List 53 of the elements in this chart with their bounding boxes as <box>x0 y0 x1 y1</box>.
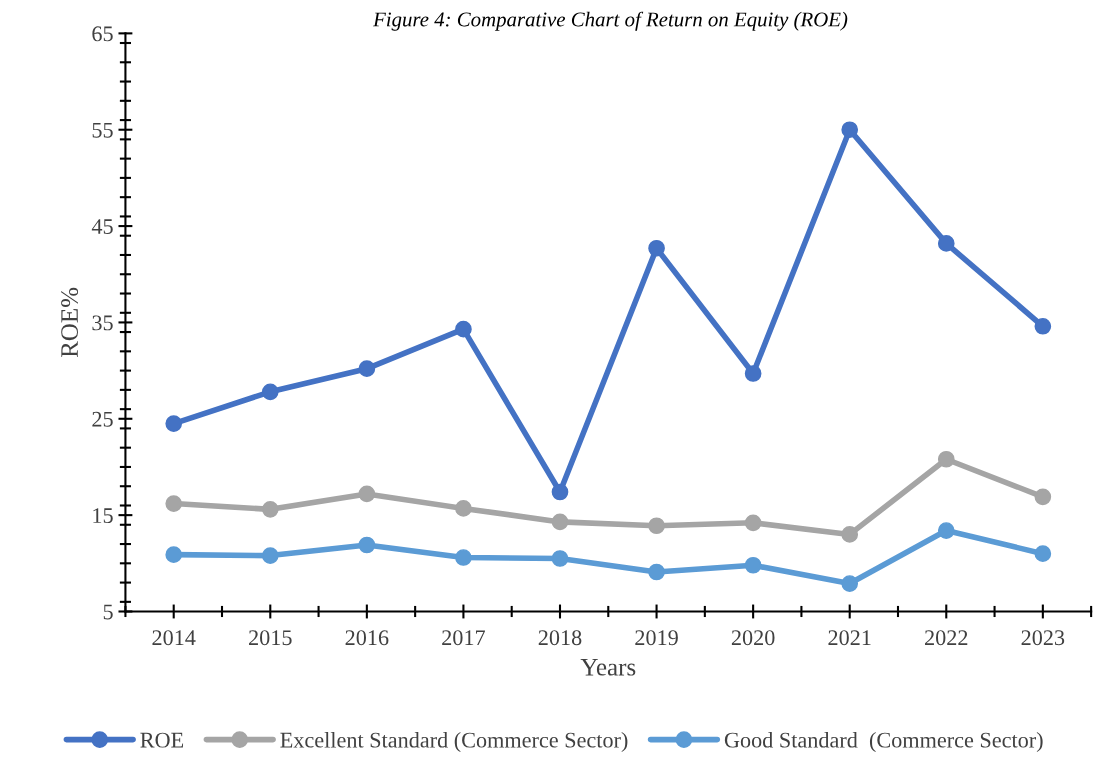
point <box>165 546 183 563</box>
point <box>1034 488 1052 506</box>
point <box>261 501 279 518</box>
point <box>455 320 472 338</box>
point <box>1034 317 1052 335</box>
point <box>455 500 472 517</box>
point <box>648 239 665 257</box>
point <box>551 550 569 567</box>
legend-label: Good Standard (Commerce Sector) <box>724 731 1043 753</box>
x-tick-label: 2014 <box>152 630 196 646</box>
point <box>744 514 762 532</box>
x-tick-label: 2020 <box>731 630 775 646</box>
point <box>841 121 859 139</box>
y-tick-label: 35 <box>92 315 113 331</box>
x-tick-label: 2018 <box>538 630 582 646</box>
point <box>841 575 859 592</box>
point <box>744 365 762 382</box>
point <box>358 536 376 554</box>
x-axis-title: Years <box>580 659 636 676</box>
legend-label: ROE <box>140 732 184 748</box>
y-tick-label: 25 <box>92 411 113 427</box>
x-tick-label: 2016 <box>345 630 389 646</box>
y-tick-label: 5 <box>103 604 113 620</box>
y-tick-label: 55 <box>92 122 113 138</box>
x-tick-label: 2015 <box>249 630 292 646</box>
point <box>744 556 762 574</box>
point <box>358 360 376 378</box>
point <box>937 235 955 252</box>
point <box>648 517 665 535</box>
point <box>1034 545 1052 563</box>
point <box>261 383 279 401</box>
point <box>165 415 183 432</box>
y-tick-label: 65 <box>92 26 113 42</box>
y-tick-label: 15 <box>93 508 113 524</box>
point <box>455 549 472 566</box>
y-axis-title: ROE% <box>61 287 79 358</box>
point <box>551 513 569 531</box>
point <box>841 526 859 543</box>
point <box>261 547 279 564</box>
point <box>937 522 955 539</box>
x-tick-label: 2022 <box>925 630 968 646</box>
point <box>937 450 955 468</box>
point <box>165 495 183 512</box>
point <box>358 485 376 503</box>
x-tick-label: 2017 <box>442 630 486 646</box>
point <box>648 563 665 581</box>
point <box>551 483 569 501</box>
x-tick-label: 2023 <box>1021 630 1065 646</box>
legend-label: Excellent Standard (Commerce Sector) <box>280 731 628 753</box>
y-tick-label: 45 <box>91 219 113 234</box>
x-tick-label: 2019 <box>635 630 678 646</box>
chart-title: Figure 4: Comparative Chart of Return on Equity (ROE) <box>372 11 848 31</box>
x-tick-label: 2021 <box>828 630 871 646</box>
